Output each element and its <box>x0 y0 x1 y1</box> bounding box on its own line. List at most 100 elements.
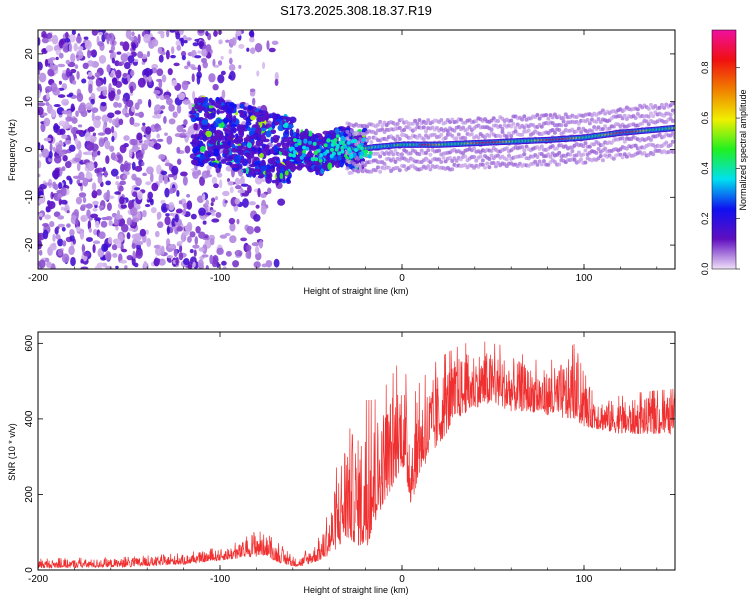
spectrogram-cell <box>225 113 233 120</box>
colorbar-tick-label: 0.0 <box>700 263 710 276</box>
spectrogram-cell <box>251 147 256 151</box>
spectrogram-cell <box>98 138 105 147</box>
spectrogram-cell <box>243 168 247 174</box>
spectrogram-cell <box>171 217 177 228</box>
spectrogram-cell <box>60 206 65 211</box>
spectrogram-cell <box>254 226 261 234</box>
spectrogram-cell <box>264 145 270 151</box>
spectrogram-cell <box>58 80 63 85</box>
spectrogram-cell <box>127 228 135 232</box>
spectrogram-cell <box>194 236 199 246</box>
spectrogram-cell <box>426 164 431 169</box>
spectrogram-cell <box>659 102 664 107</box>
spectrogram-cell <box>274 78 279 87</box>
spectrogram-cell <box>214 196 219 201</box>
spectrogram-cell <box>98 31 104 36</box>
spectrogram-cell <box>71 117 78 124</box>
spectrogram-cell <box>500 130 505 135</box>
spectrogram-cell <box>250 115 256 121</box>
spectrogram-cell <box>217 60 223 66</box>
spectrogram-cell <box>441 155 446 160</box>
spectrogram-cell <box>129 85 134 94</box>
spectrogram-cell <box>205 199 210 206</box>
spectrogram-cell <box>69 33 76 43</box>
spectrogram-cell <box>80 216 86 222</box>
spectrogram-cell <box>137 51 144 59</box>
spectrogram-cell <box>221 105 230 110</box>
spectrogram-cell <box>281 142 290 150</box>
colorbar-tick-label: 0.6 <box>700 112 710 125</box>
spectrogram-cell <box>220 55 224 60</box>
spectrogram-cell <box>68 144 76 152</box>
spectrogram-cell <box>68 245 75 256</box>
spectrogram-cell <box>116 51 122 55</box>
spectrogram-cell <box>267 157 276 164</box>
spectrogram-cell <box>363 153 368 158</box>
spectrogram-cell <box>307 140 312 145</box>
spectrogram-cell <box>153 143 162 150</box>
spectrogram-cell <box>112 77 118 86</box>
spectrogram-cell <box>150 207 157 214</box>
spectrogram-cell <box>356 144 361 149</box>
spectrogram-cell <box>234 249 243 257</box>
spectrogram-cell <box>45 45 54 52</box>
spectrogram-cell <box>82 177 89 187</box>
spectrogram-cell <box>313 165 320 172</box>
spectrogram-cell <box>142 68 150 78</box>
spectrogram-cell <box>367 135 372 140</box>
spectrogram-cell <box>61 253 70 264</box>
spectrogram-cell <box>94 115 102 121</box>
spectrogram-cell <box>266 40 270 51</box>
spectrogram-cell <box>93 228 98 236</box>
spectrogram-cell <box>378 169 383 174</box>
spectrogram-cell <box>261 178 265 183</box>
spectrogram-cell <box>329 147 334 152</box>
spectrogram-cell <box>247 156 252 165</box>
spectrogram-cell <box>58 151 65 157</box>
spectrogram-cell <box>284 122 289 127</box>
spectrogram-cell <box>539 144 544 149</box>
spectrogram-cell <box>169 212 175 216</box>
spectrogram-cell <box>130 220 136 227</box>
spectrogram-cell <box>646 114 651 119</box>
spectrogram-cell <box>106 34 110 45</box>
spectrogram-cell <box>249 127 257 132</box>
snr-x-tick-label: -200 <box>28 574 48 585</box>
spectrogram-cell <box>356 140 361 145</box>
spectrogram-cell <box>572 157 577 162</box>
spectrogram-cell <box>576 126 581 131</box>
spectrogram-cell <box>258 239 264 249</box>
spectrogram-cell <box>281 116 289 120</box>
spectrogram-cell <box>137 77 146 88</box>
spectrogram-cell <box>178 252 184 261</box>
spectrogram-cell <box>238 64 242 69</box>
spectrogram-cell <box>154 246 163 256</box>
spectrogram-cell <box>402 127 407 132</box>
spectrogram-cell <box>302 145 307 150</box>
spectrogram-cell <box>218 39 223 45</box>
spectrogram-cell <box>87 161 95 172</box>
spectrogram-cell <box>228 48 232 55</box>
spectrogram-cell <box>249 47 256 54</box>
spectrogram-cell <box>600 126 605 131</box>
spectrogram-cell <box>172 111 178 118</box>
spectrogram-cell <box>198 231 206 239</box>
spectrogram-cell <box>76 162 81 172</box>
spectrogram-cell <box>576 121 581 126</box>
spectrogram-cell <box>474 158 479 163</box>
spectrogram-cell <box>61 110 69 115</box>
spectrogram-cell <box>424 129 429 134</box>
spectrogram-cell <box>229 235 237 244</box>
spectrogram-cell <box>417 152 422 157</box>
spectrogram-cell <box>91 30 99 36</box>
spectrogram-cell <box>327 162 333 171</box>
snr-x-tick-label: -100 <box>210 574 230 585</box>
spectrogram-cell <box>109 145 115 152</box>
spectrogram-cell <box>216 247 224 256</box>
spectrogram-cell <box>75 226 81 232</box>
spectrogram-cell <box>321 163 328 170</box>
spectrogram-cell <box>206 169 211 176</box>
spectrogram-cell <box>424 151 429 156</box>
spectrogram-cell <box>205 44 212 53</box>
spectrogram-cell <box>41 37 49 44</box>
